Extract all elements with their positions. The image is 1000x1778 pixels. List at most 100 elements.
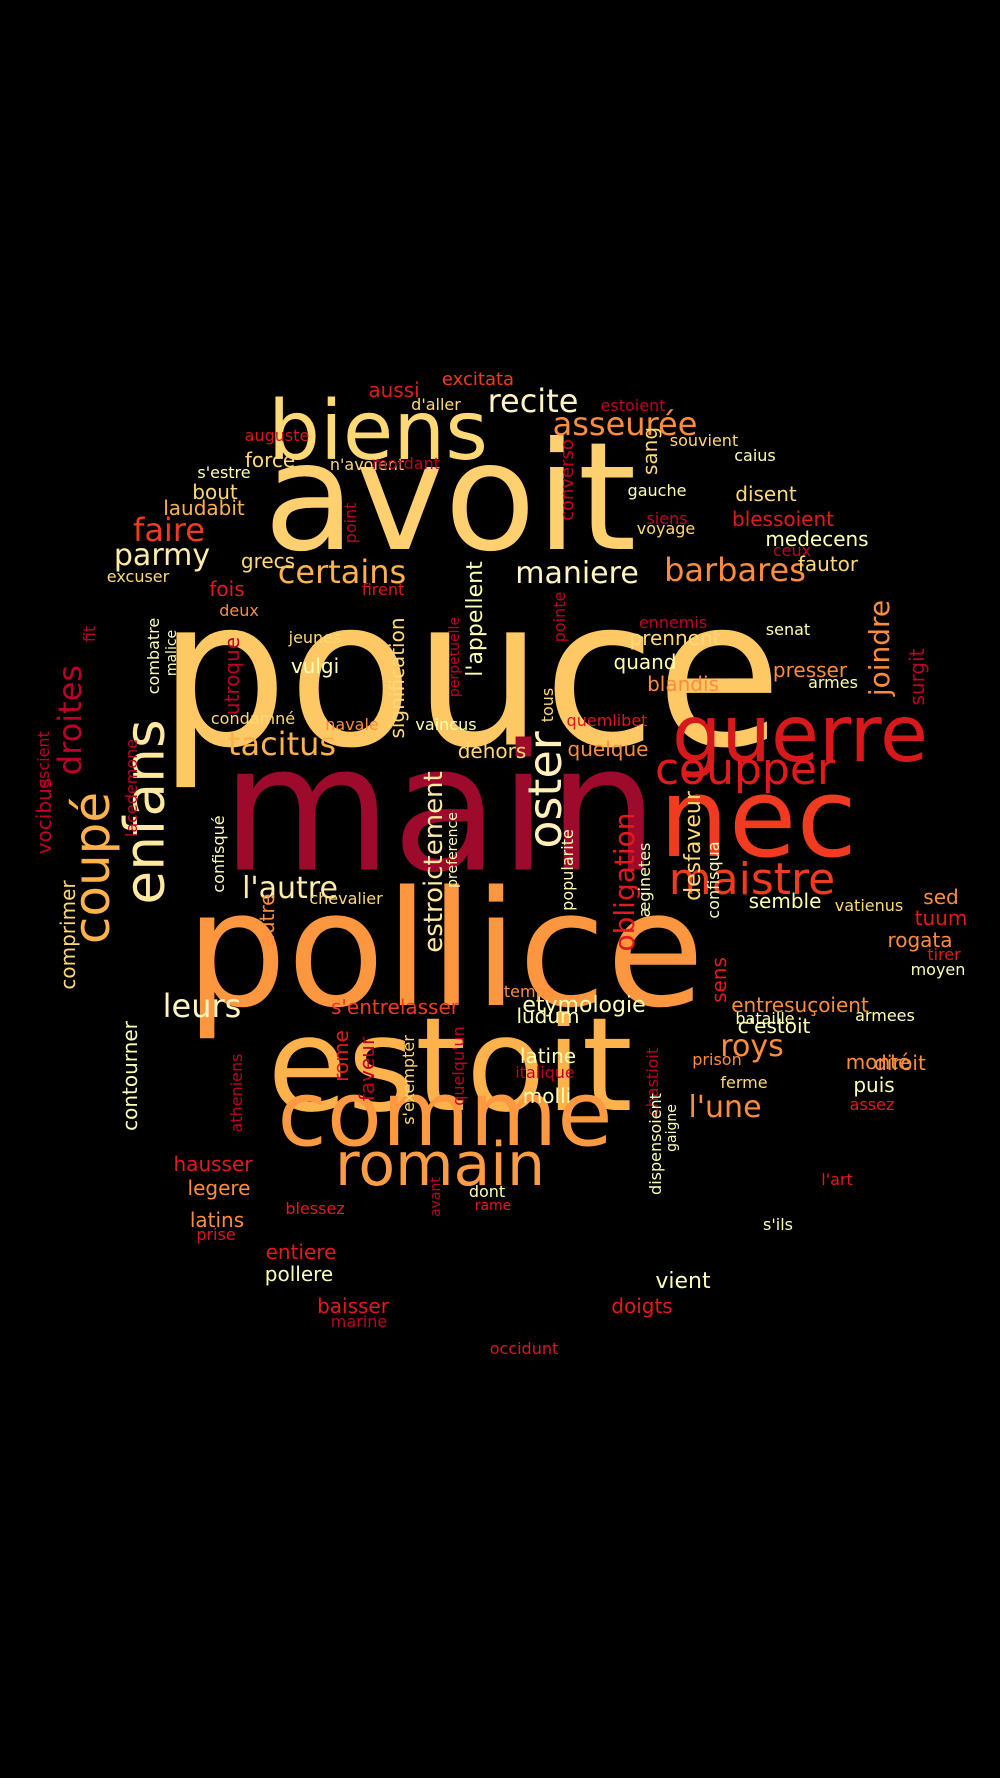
word-fois: fois bbox=[209, 577, 245, 601]
word-lacedemone: lacedemone bbox=[122, 738, 141, 838]
word-bataille: bataille bbox=[735, 1009, 795, 1028]
word-temps: temps bbox=[503, 982, 555, 1001]
word-malice: malice bbox=[164, 629, 180, 677]
word-comprimer: comprimer bbox=[56, 880, 80, 990]
word-certains: certains bbox=[277, 553, 407, 591]
word-fautor: fautor bbox=[797, 552, 859, 576]
word-semble: semble bbox=[748, 889, 822, 913]
word-tuum: tuum bbox=[914, 906, 968, 930]
word-faire: faire bbox=[133, 511, 205, 549]
word-barbares: barbares bbox=[664, 551, 806, 589]
word-confisqua: confisqua bbox=[704, 841, 723, 919]
word-presser: presser bbox=[772, 658, 848, 682]
word-gauche: gauche bbox=[627, 481, 687, 500]
word-force: force bbox=[244, 448, 296, 472]
word-fit: fit bbox=[80, 625, 99, 643]
word-auguste: auguste bbox=[244, 426, 310, 445]
word-l-une: l'une bbox=[688, 1090, 762, 1125]
word-siens: siens bbox=[646, 509, 688, 528]
word-navale: navale bbox=[325, 715, 379, 734]
word-joindre: joindre bbox=[863, 599, 896, 697]
word-marine: marine bbox=[330, 1312, 388, 1331]
word-prennent: prennent bbox=[629, 626, 721, 650]
word-pouce: pouce bbox=[157, 555, 783, 794]
word-atheniens: atheniens bbox=[227, 1053, 246, 1133]
word-italique: italique bbox=[515, 1063, 575, 1082]
word-blessoient: blessoient bbox=[731, 507, 835, 531]
word-l-appellent: l'appellent bbox=[463, 561, 488, 677]
word-faveur: faveur bbox=[355, 1036, 379, 1102]
word-desfaveur: desfaveur bbox=[681, 791, 706, 901]
word-pollice: pollice bbox=[185, 856, 705, 1043]
word-c-estoit: c'estoit bbox=[737, 1014, 811, 1038]
word-rame: rame bbox=[474, 1198, 512, 1214]
word-pollere: pollere bbox=[264, 1262, 334, 1286]
word-armees: armees bbox=[855, 1006, 915, 1025]
word-grecs: grecs bbox=[240, 549, 296, 573]
word-occidunt: occidunt bbox=[489, 1339, 559, 1358]
word-quemlibet: quemlibet bbox=[566, 711, 648, 730]
word-s-ils: s'ils bbox=[763, 1215, 793, 1234]
word-nec: nec bbox=[659, 754, 857, 882]
word-armes: armes bbox=[808, 673, 858, 692]
word-dispensoient: dispensoient bbox=[646, 1093, 665, 1195]
word-tous: tous bbox=[538, 687, 557, 723]
word-pointe: pointe bbox=[550, 591, 569, 643]
word-confisqué: confisqué bbox=[209, 815, 228, 893]
word-ennemis: ennemis bbox=[638, 613, 708, 632]
word-chevalier: chevalier bbox=[309, 889, 383, 908]
word-vaincus: vaincus bbox=[415, 715, 477, 734]
word-laudabit: laudabit bbox=[163, 496, 245, 520]
word-vient: vient bbox=[655, 1269, 711, 1294]
word-avoit: avoit bbox=[263, 411, 637, 585]
word-s-exempter: s'exempter bbox=[399, 1035, 418, 1125]
word-sang: sang bbox=[638, 426, 662, 476]
word-utroque: utroque bbox=[220, 636, 244, 716]
word-d-aller: d'aller bbox=[411, 395, 461, 414]
word-mordant: mordant bbox=[371, 454, 441, 473]
word-tirer: tirer bbox=[927, 945, 961, 964]
word-estroictement: estroictement bbox=[419, 771, 449, 953]
word-surgit: surgit bbox=[905, 648, 929, 706]
word-quelqu-un: quelqu'un bbox=[449, 1026, 468, 1106]
word-vatienus: vatienus bbox=[834, 896, 904, 915]
word-excitata: excitata bbox=[441, 369, 515, 390]
word-monté: monté bbox=[845, 1050, 911, 1074]
word-preference: preference bbox=[445, 812, 461, 888]
word-perpetuelle: perpetuelle bbox=[447, 616, 463, 698]
word-gaigne: gaigne bbox=[664, 1104, 680, 1152]
word-æginetes: æginetes bbox=[635, 842, 654, 918]
word-rogata: rogata bbox=[887, 928, 953, 952]
word-senat: senat bbox=[765, 620, 811, 639]
word-ferme: ferme bbox=[720, 1073, 768, 1092]
word-vulgi: vulgi bbox=[290, 654, 340, 678]
word-legere: legere bbox=[187, 1176, 251, 1200]
word-romain: romain bbox=[335, 1130, 545, 1200]
word-ceux: ceux bbox=[772, 541, 812, 560]
word-rome: rome bbox=[329, 1030, 353, 1082]
word-vocibus: vocibus bbox=[32, 777, 56, 855]
word-leurs: leurs bbox=[162, 987, 242, 1025]
word-doigts: doigts bbox=[611, 1294, 673, 1318]
word-roys: roys bbox=[720, 1029, 784, 1064]
word-dehors: dehors bbox=[457, 739, 527, 763]
word-quand: quand bbox=[613, 650, 677, 674]
word-disent: disent bbox=[735, 482, 797, 506]
word-l-art: l'art bbox=[821, 1170, 853, 1189]
word-estoit: estoit bbox=[267, 989, 633, 1141]
word-popularite: popularite bbox=[558, 829, 577, 911]
word-main: main bbox=[221, 708, 659, 912]
word-medecens: medecens bbox=[765, 527, 869, 551]
word-combatre: combatre bbox=[144, 617, 163, 695]
word-blessez: blessez bbox=[285, 1199, 345, 1218]
word-parmy: parmy bbox=[113, 538, 211, 573]
word-avant: avant bbox=[428, 1177, 444, 1217]
word-voyage: voyage bbox=[636, 519, 696, 538]
word-diroit: diroit bbox=[874, 1051, 926, 1075]
word-contourner: contourner bbox=[118, 1021, 142, 1131]
word-latins: latins bbox=[189, 1208, 245, 1232]
word-maistre: maistre bbox=[668, 854, 836, 905]
word-prison: prison bbox=[692, 1050, 742, 1069]
word-maniere: maniere bbox=[515, 556, 639, 591]
word-point: point bbox=[341, 502, 360, 544]
